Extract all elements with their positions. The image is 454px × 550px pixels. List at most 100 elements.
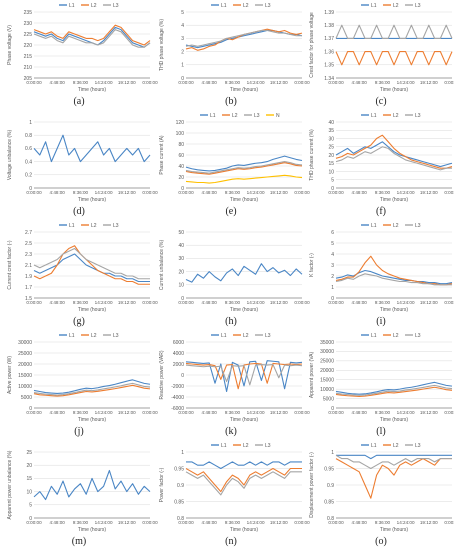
x-axis-label: Time (hours) <box>78 87 106 93</box>
x-tick-label: 14:24:00 <box>95 410 113 415</box>
x-tick-label: 9:36:00 <box>73 300 89 305</box>
x-tick-label: 0:00:00 <box>294 520 310 525</box>
x-tick-label: 4:48:00 <box>352 190 368 195</box>
x-axis-label: Time (hours) <box>380 197 408 203</box>
x-tick-label: 19:12:00 <box>420 190 438 195</box>
x-tick-label: 4:48:00 <box>352 520 368 525</box>
series-line-l3 <box>185 471 302 496</box>
panel-caption: (n) <box>225 536 237 547</box>
x-tick-label: 4:48:00 <box>50 300 66 305</box>
panel-caption: (o) <box>375 536 387 547</box>
y-axis-label: Phase current (A) <box>159 135 165 175</box>
y-tick-label: 10000 <box>18 384 32 390</box>
x-tick-label: 4:48:00 <box>352 410 368 415</box>
x-tick-label: 14:24:00 <box>95 520 113 525</box>
panel-caption: (k) <box>225 426 237 437</box>
x-tick-label: 0:00:00 <box>26 410 42 415</box>
x-tick-label: 0:00:00 <box>328 520 344 525</box>
y-tick-label: 5 <box>331 178 334 184</box>
y-axis-label: Apparent power (VA) <box>309 352 315 399</box>
series-line-value <box>33 134 151 163</box>
chart-b: 0 1 2 3 4 5 0:00:00 4:48:00 9:36:00 14:24:00 19:12… <box>159 3 310 93</box>
y-tick-label: 0 <box>331 406 334 412</box>
x-tick-label: 19:12:00 <box>118 520 136 525</box>
y-tick-label: 0 <box>181 373 184 379</box>
chart-e: 0 20 40 60 80 100 120 0:00:00 4:48:00 9:36:00 14:2… <box>159 113 310 203</box>
series-line-l2 <box>185 362 303 390</box>
chart-panel-g: 1.5 1.7 1.9 2.1 2.3 2.5 2.7 0:00:00 4:48:00 9:36:… <box>4 220 158 330</box>
y-tick-label: 5 <box>331 241 334 247</box>
series-line-l2 <box>335 386 453 398</box>
series-line-l3 <box>335 273 452 286</box>
y-tick-label: 1.9 <box>25 274 32 280</box>
legend-label-l1: L1 <box>210 113 216 119</box>
y-tick-label: 2.5 <box>25 241 32 247</box>
x-tick-label: 0:00:00 <box>328 300 344 305</box>
y-axis-label: Active power (W) <box>7 356 13 394</box>
legend-label-l2: L2 <box>393 333 399 339</box>
x-tick-label: 9:36:00 <box>225 80 241 85</box>
x-tick-label: 0:00:00 <box>294 410 310 415</box>
series-line-l3 <box>33 29 151 48</box>
legend-label-l3: L3 <box>415 333 421 339</box>
y-tick-label: 1.34 <box>324 76 334 82</box>
x-tick-label: 0:00:00 <box>294 80 310 85</box>
legend-label-l2: L2 <box>393 3 399 9</box>
chart-j: 0 5000 10000 15000 20000 25000 30000 0:00:00 4:4… <box>7 333 158 423</box>
legend-label-l2: L2 <box>243 333 249 339</box>
y-tick-label: 80 <box>178 142 184 148</box>
chart-panel-o: 0.8 0.85 0.9 0.95 1 0:00:00 4:48:00 9:36:00 14:2… <box>306 440 454 550</box>
y-tick-label: 30000 <box>18 340 32 346</box>
x-tick-label: 4:48:00 <box>202 190 218 195</box>
y-tick-label: 20000 <box>18 362 32 368</box>
chart-d: 0 0.2 0.4 0.6 0.8 1 0:00:00 4:48:00 9:36:00 14:24… <box>7 120 158 203</box>
legend-label-l1: L1 <box>69 223 75 229</box>
legend-label-l3: L3 <box>113 333 119 339</box>
x-tick-label: 4:48:00 <box>50 520 66 525</box>
chart-panel-n: 0.8 0.85 0.9 0.95 1 0:00:00 4:48:00 9:36:00 14:2… <box>156 440 310 550</box>
x-tick-label: 9:36:00 <box>225 520 241 525</box>
chart-o: 0.8 0.85 0.9 0.95 1 0:00:00 4:48:00 9:36:00 14:2… <box>309 443 454 533</box>
y-tick-label: 2 <box>331 274 334 280</box>
y-tick-label: 0 <box>331 296 334 302</box>
chart-panel-j: 0 5000 10000 15000 20000 25000 30000 0:00:00 4:4… <box>4 330 158 440</box>
x-tick-label: 9:36:00 <box>73 520 89 525</box>
x-axis-label: Time (hours) <box>380 307 408 313</box>
x-tick-label: 0:00:00 <box>294 190 310 195</box>
x-tick-label: 0:00:00 <box>142 300 158 305</box>
x-tick-label: 0:00:00 <box>444 300 454 305</box>
legend-label-l1: L1 <box>221 443 227 449</box>
x-tick-label: 9:36:00 <box>375 520 391 525</box>
y-tick-label: 225 <box>24 32 33 38</box>
x-tick-label: 4:48:00 <box>352 80 368 85</box>
x-tick-label: 4:48:00 <box>202 520 218 525</box>
legend-label-l1: L1 <box>371 113 377 119</box>
panel-caption: (c) <box>375 96 387 107</box>
series-line-l3 <box>185 29 302 47</box>
x-tick-label: 14:24:00 <box>247 410 265 415</box>
y-tick-label: -6000 <box>171 406 184 412</box>
panel-caption: (h) <box>225 316 237 327</box>
y-tick-label: 2 <box>181 49 184 55</box>
legend-label-l1: L1 <box>371 3 377 9</box>
y-tick-label: 20 <box>178 175 184 181</box>
y-tick-label: 0.8 <box>25 133 32 139</box>
legend-label-l3: L3 <box>265 333 271 339</box>
y-tick-label: 0 <box>29 406 32 412</box>
x-axis-label: Time (hours) <box>380 87 408 93</box>
y-axis-label: Apparent power unbalance (%) <box>7 450 13 519</box>
y-tick-label: 0.2 <box>25 173 32 179</box>
legend-label-l3: L3 <box>415 443 421 449</box>
y-axis-label: K factor (-) <box>309 253 315 277</box>
x-tick-label: 4:48:00 <box>50 80 66 85</box>
x-tick-label: 14:24:00 <box>397 410 415 415</box>
y-axis-label: Phase voltage (V) <box>7 25 13 65</box>
y-tick-label: 35000 <box>320 340 334 346</box>
y-axis-label: THD phase voltage (%) <box>159 19 165 71</box>
legend-label-l1: L1 <box>371 223 377 229</box>
x-tick-label: 0:00:00 <box>142 410 158 415</box>
y-tick-label: 40 <box>178 164 184 170</box>
x-tick-label: 14:24:00 <box>95 80 113 85</box>
x-tick-label: 19:12:00 <box>420 80 438 85</box>
